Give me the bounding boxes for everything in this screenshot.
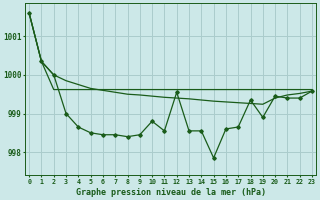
X-axis label: Graphe pression niveau de la mer (hPa): Graphe pression niveau de la mer (hPa)	[76, 188, 266, 197]
